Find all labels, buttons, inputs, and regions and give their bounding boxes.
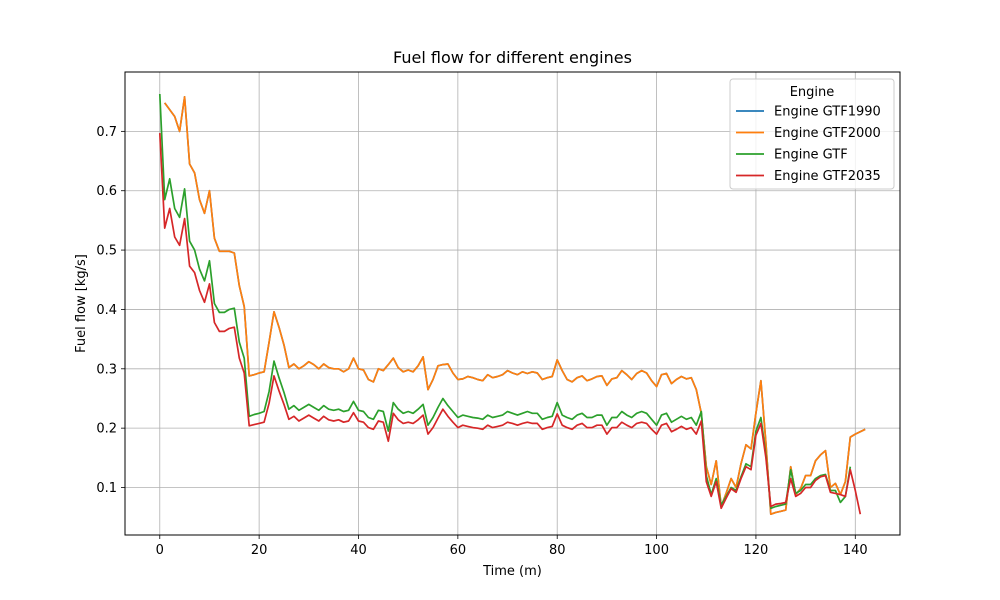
legend-label-engine-gtf1990: Engine GTF1990 bbox=[774, 105, 881, 120]
y-tick-label: 0.6 bbox=[96, 184, 117, 199]
y-axis-label: Fuel flow [kg/s] bbox=[74, 254, 89, 353]
x-tick-label: 80 bbox=[549, 543, 566, 558]
y-tick-label: 0.5 bbox=[96, 244, 117, 259]
x-tick-label: 20 bbox=[251, 543, 268, 558]
x-tick-label: 40 bbox=[350, 543, 367, 558]
x-tick-label: 60 bbox=[450, 543, 467, 558]
x-tick-label: 0 bbox=[156, 543, 164, 558]
x-tick-label: 120 bbox=[744, 543, 769, 558]
series-line-engine-gtf bbox=[158, 93, 852, 510]
legend-items: Engine GTF1990 Engine GTF2000 Engine GTF En… bbox=[736, 105, 881, 184]
y-tick-label: 0.3 bbox=[96, 362, 117, 377]
axis-ticks: 0 20 40 60 80 100 120 140 0.1 0.2 0.3 0.4 0.5 0.6 0.7 bbox=[96, 125, 867, 558]
y-tick-label: 0.1 bbox=[96, 481, 117, 496]
y-tick-label: 0.4 bbox=[96, 303, 117, 318]
y-tick-label: 0.2 bbox=[96, 422, 117, 437]
legend-box bbox=[729, 78, 895, 190]
series-layer bbox=[158, 93, 866, 516]
legend-title: Engine bbox=[790, 85, 835, 100]
series-line-engine-gtf2035 bbox=[158, 133, 862, 515]
legend-label-engine-gtf: Engine GTF bbox=[774, 148, 848, 163]
legend-label-engine-gtf2035: Engine GTF2035 bbox=[774, 169, 881, 184]
x-axis-label: Time (m) bbox=[482, 564, 542, 579]
x-tick-label: 140 bbox=[843, 543, 868, 558]
chart-title: Fuel flow for different engines bbox=[393, 48, 632, 67]
x-tick-label: 100 bbox=[644, 543, 669, 558]
series-line-engine-gtf2000 bbox=[164, 96, 866, 516]
legend-label-engine-gtf2000: Engine GTF2000 bbox=[774, 126, 881, 141]
y-tick-label: 0.7 bbox=[96, 125, 117, 140]
plot-frame bbox=[124, 71, 901, 536]
